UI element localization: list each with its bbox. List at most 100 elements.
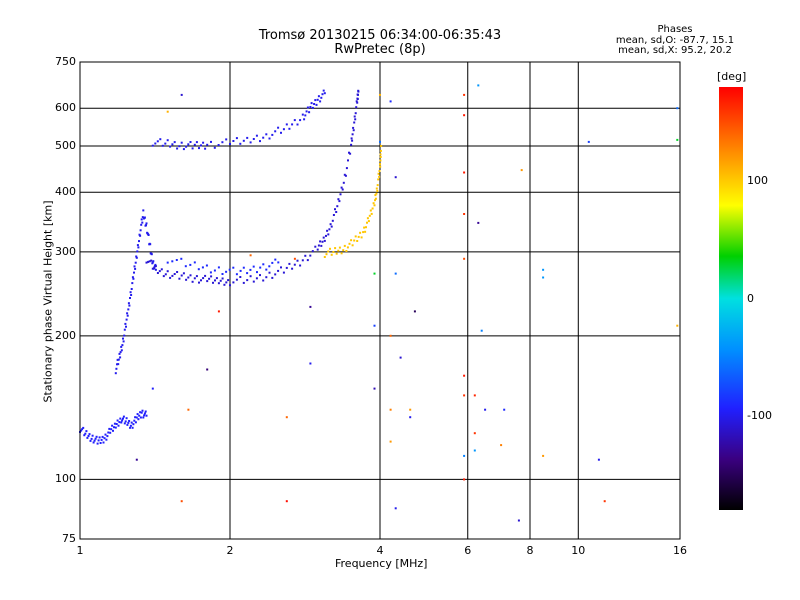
colorbar (719, 87, 743, 510)
trace-point (137, 418, 140, 421)
trace-point (85, 430, 88, 433)
trace-point (351, 133, 354, 136)
trace-point (268, 137, 271, 140)
colorbar-tick-label: 100 (747, 174, 768, 187)
trace-point (342, 181, 345, 184)
trace-point (182, 148, 185, 151)
trace-point (123, 334, 126, 337)
scatter-point (473, 394, 476, 397)
trace-point (377, 172, 380, 175)
trace-point (235, 278, 238, 281)
trace-point (343, 244, 346, 247)
trace-point (98, 436, 101, 439)
trace-point (135, 255, 138, 258)
trace-point (355, 100, 358, 103)
trace-point (198, 281, 200, 284)
trace-point (115, 367, 118, 370)
trace-point (326, 229, 329, 232)
trace-point (131, 426, 134, 429)
trace-point (189, 141, 192, 143)
y-tick-label: 300 (55, 244, 76, 258)
trace-point (154, 142, 157, 145)
trace-point (282, 271, 285, 274)
scatter-point (480, 329, 483, 332)
chart-subtitle: RwPretec (8p) (334, 42, 426, 57)
trace-point (130, 294, 133, 296)
trace-point (180, 257, 183, 260)
trace-point (335, 211, 338, 213)
trace-point (375, 192, 378, 195)
trace-point (353, 239, 356, 242)
phase-stats-x: mean, sd,X: 95.2, 20.2 (618, 45, 732, 56)
trace-point (117, 363, 120, 366)
trace-point (219, 279, 222, 282)
scatter-point (463, 454, 466, 457)
trace-point (151, 261, 154, 264)
trace-point (296, 259, 299, 262)
trace-point (322, 236, 325, 239)
scatter-point (463, 478, 466, 481)
trace-point (380, 145, 383, 147)
trace-point (112, 429, 114, 432)
trace-point (323, 92, 326, 95)
scatter-point (389, 100, 392, 103)
trace-point (259, 266, 262, 269)
trace-point (227, 279, 230, 282)
y-tick-label: 400 (55, 185, 76, 199)
trace-point (262, 263, 265, 266)
trace-point (206, 143, 209, 146)
trace-point (113, 426, 115, 429)
trace-point (133, 265, 136, 268)
trace-point (225, 270, 228, 273)
trace-point (225, 138, 228, 141)
trace-point (322, 89, 325, 92)
trace-point (305, 110, 308, 113)
trace-point (378, 175, 381, 178)
trace-point (379, 153, 382, 156)
scatter-point (477, 84, 480, 87)
trace-point (139, 234, 142, 237)
scatter-point (542, 454, 545, 457)
trace-point (119, 417, 122, 420)
trace-point (357, 90, 360, 93)
trace-point (311, 106, 314, 109)
trace-point (127, 421, 130, 424)
trace-point (141, 409, 144, 412)
trace-point (120, 421, 123, 424)
trace-point (349, 152, 352, 155)
trace-point (143, 414, 146, 417)
trace-point (87, 435, 90, 437)
trace-point (259, 274, 261, 277)
scatter-point (473, 449, 476, 452)
trace-point (114, 372, 117, 375)
trace-point (212, 281, 214, 284)
trace-point (134, 267, 137, 270)
trace-point (255, 277, 258, 280)
trace-point (347, 159, 349, 162)
trace-point (193, 143, 196, 146)
trace-point (125, 325, 127, 328)
trace-point (299, 264, 302, 267)
trace-point (166, 139, 169, 142)
trace-point (356, 101, 359, 104)
trace-point (82, 426, 85, 429)
trace-point (246, 279, 249, 282)
trace-point (175, 259, 178, 261)
trace-point (265, 276, 268, 279)
trace-point (369, 209, 372, 212)
trace-point (225, 281, 228, 284)
scatter-point (180, 500, 183, 503)
trace-point (364, 230, 367, 233)
trace-point (134, 421, 137, 424)
trace-point (354, 118, 357, 121)
trace-point (123, 422, 126, 425)
trace-point (193, 261, 196, 264)
y-tick-label: 600 (55, 101, 76, 115)
trace-point (139, 416, 142, 419)
trace-point (271, 133, 274, 136)
trace-point (198, 147, 200, 150)
trace-point (118, 352, 121, 355)
trace-point (132, 423, 135, 426)
trace-point (348, 242, 351, 245)
